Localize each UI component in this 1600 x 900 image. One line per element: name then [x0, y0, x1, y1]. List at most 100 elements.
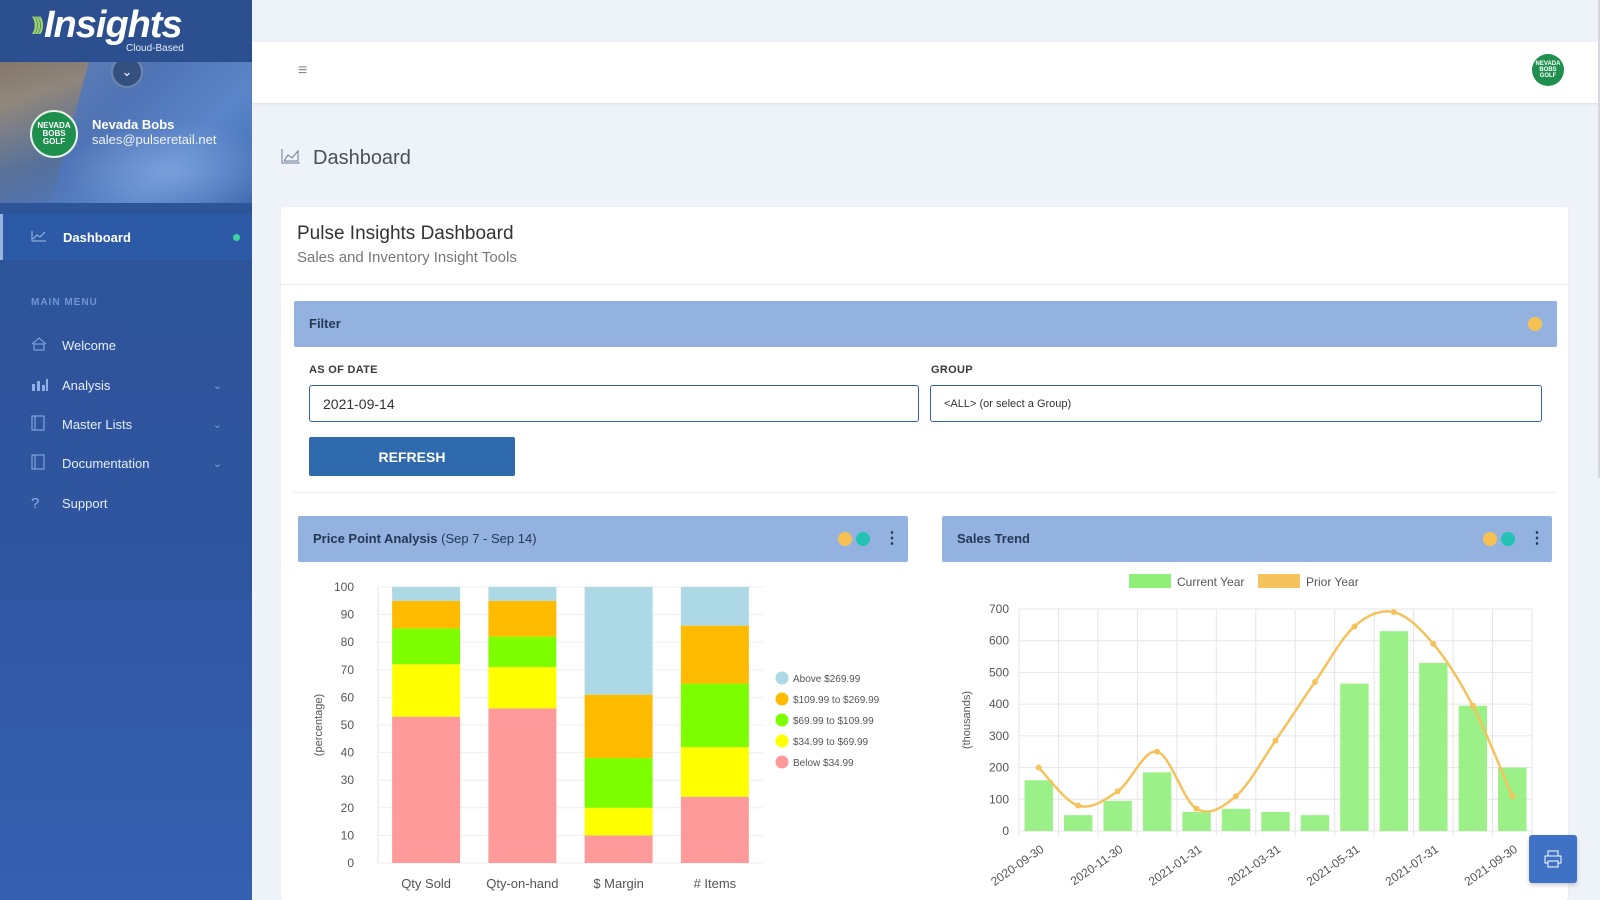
- x-tick-label: 2021-03-31: [1225, 842, 1284, 889]
- more-options-icon[interactable]: ⋮: [1529, 530, 1545, 547]
- price-point-date-range: (Sep 7 - Sep 14): [441, 531, 537, 546]
- filter-title: Filter: [309, 316, 341, 331]
- x-tick-label: 2020-09-30: [988, 842, 1047, 889]
- home-icon: [31, 336, 51, 354]
- area-chart-icon: [281, 148, 301, 169]
- legend-label: $34.99 to $69.99: [793, 737, 869, 748]
- sidebar-item-documentation[interactable]: Documentation ⌄: [0, 444, 252, 482]
- refresh-dot-icon[interactable]: [856, 532, 870, 546]
- bar: [1142, 772, 1172, 831]
- as-of-date-label: AS OF DATE: [309, 364, 378, 376]
- legend-label: Above $269.99: [793, 674, 861, 685]
- print-button[interactable]: [1529, 835, 1577, 883]
- legend-marker: [1129, 574, 1171, 588]
- y-tick-label: 0: [347, 856, 354, 870]
- sidebar-item-welcome[interactable]: Welcome: [0, 326, 252, 364]
- y-tick-label: 70: [341, 663, 355, 677]
- refresh-button[interactable]: REFRESH: [309, 437, 515, 476]
- stacked-bar-segment: [680, 747, 749, 797]
- legend-label: Current Year: [1177, 575, 1244, 589]
- y-tick-label: 500: [989, 665, 1009, 679]
- sidebar-item-label: Welcome: [62, 337, 116, 353]
- bar-chart-icon: [31, 377, 51, 394]
- chevron-down-icon: ⌄: [212, 457, 222, 470]
- bar: [1221, 808, 1251, 831]
- active-indicator-dot: [233, 233, 240, 241]
- line-point: [1233, 793, 1240, 800]
- line-chart-icon: [31, 230, 51, 245]
- menu-section-heading: MAIN MENU: [31, 297, 98, 308]
- refresh-dot-icon[interactable]: [1501, 532, 1515, 546]
- y-tick-label: 80: [341, 635, 355, 649]
- line-point: [1311, 678, 1318, 685]
- x-tick-label: 2021-05-31: [1304, 842, 1363, 889]
- sidebar-item-support[interactable]: ? Support: [0, 484, 252, 522]
- sidebar-item-master-lists[interactable]: Master Lists ⌄: [0, 405, 252, 443]
- collapse-dot-icon[interactable]: [838, 532, 852, 546]
- legend-label: Below $34.99: [793, 758, 854, 769]
- x-tick-label: 2020-11-30: [1068, 842, 1126, 888]
- stacked-bar-segment: [584, 587, 653, 695]
- line-point: [1193, 805, 1200, 812]
- line-point: [1272, 737, 1279, 744]
- price-point-chart: 0 10 20 30 40 50 60 70 80 90 100 (percentage) Qty So…: [313, 580, 880, 891]
- y-axis-title: (percentage): [313, 694, 325, 756]
- bar: [1379, 631, 1409, 831]
- profile-toggle-chevron-icon[interactable]: ⌄: [111, 62, 143, 88]
- brand-logo-text: Insights: [44, 4, 183, 46]
- legend-marker: [775, 734, 789, 748]
- legend-marker: [775, 713, 789, 727]
- legend-marker: [775, 671, 789, 685]
- stacked-bar-segment: [680, 796, 749, 863]
- y-tick-label: 50: [341, 718, 355, 732]
- top-bar: ≡ NEVADA BOBS GOLF: [252, 42, 1600, 103]
- stacked-bar-segment: [584, 807, 653, 836]
- y-tick-label: 600: [989, 634, 1009, 648]
- account-avatar[interactable]: NEVADA BOBS GOLF: [1532, 54, 1564, 86]
- x-tick-label: 2021-09-30: [1462, 842, 1521, 889]
- sales-trend-chart-header: Sales Trend ⋮: [942, 516, 1552, 562]
- hamburger-menu-icon[interactable]: ≡: [298, 62, 308, 79]
- legend-marker: [1258, 574, 1300, 588]
- line-point: [1154, 748, 1161, 755]
- collapse-dot-icon[interactable]: [1528, 317, 1542, 331]
- divider: [294, 492, 1557, 493]
- as-of-date-input[interactable]: 2021-09-14: [309, 385, 919, 422]
- book-icon: [31, 415, 51, 434]
- book-icon: [31, 454, 51, 473]
- stacked-bar-segment: [488, 600, 557, 637]
- y-tick-label: 400: [989, 697, 1009, 711]
- profile-panel: ⌄ NEVADA BOBS GOLF Nevada Bobs sales@pul…: [0, 62, 252, 203]
- x-tick-label: $ Margin: [593, 876, 644, 891]
- question-icon: ?: [31, 494, 40, 512]
- user-name: Nevada Bobs: [92, 117, 175, 132]
- sidebar-item-label: Dashboard: [63, 229, 131, 245]
- wifi-waves-icon: ))): [32, 14, 44, 34]
- legend-marker: [775, 755, 789, 769]
- sidebar-item-analysis[interactable]: Analysis ⌄: [0, 366, 252, 404]
- legend-label: $69.99 to $109.99: [793, 716, 874, 727]
- sidebar-item-dashboard[interactable]: Dashboard: [0, 214, 252, 260]
- legend-marker: [775, 692, 789, 706]
- user-email: sales@pulseretail.net: [92, 132, 217, 147]
- bar: [1498, 767, 1527, 831]
- avatar[interactable]: NEVADA BOBS GOLF: [30, 110, 78, 158]
- profile-background-glow: [62, 122, 252, 203]
- stacked-bar-segment: [392, 587, 461, 601]
- y-tick-label: 100: [334, 580, 354, 594]
- collapse-dot-icon[interactable]: [1483, 532, 1497, 546]
- y-tick-label: 300: [989, 729, 1009, 743]
- stacked-bar-segment: [392, 600, 461, 629]
- more-options-icon[interactable]: ⋮: [884, 530, 900, 547]
- brand-header: ))) Insights Cloud-Based: [0, 0, 252, 62]
- sidebar-item-label: Master Lists: [62, 416, 133, 432]
- stacked-bar-segment: [680, 683, 749, 748]
- page-scrollbar[interactable]: [1598, 0, 1600, 478]
- y-tick-label: 100: [989, 792, 1009, 806]
- line-point: [1430, 640, 1437, 647]
- stacked-bar-segment: [680, 587, 749, 626]
- y-tick-label: 0: [1002, 824, 1009, 838]
- bar: [1182, 811, 1211, 831]
- sidebar-item-label: Documentation: [62, 455, 150, 471]
- group-select[interactable]: <ALL> (or select a Group): [930, 385, 1542, 422]
